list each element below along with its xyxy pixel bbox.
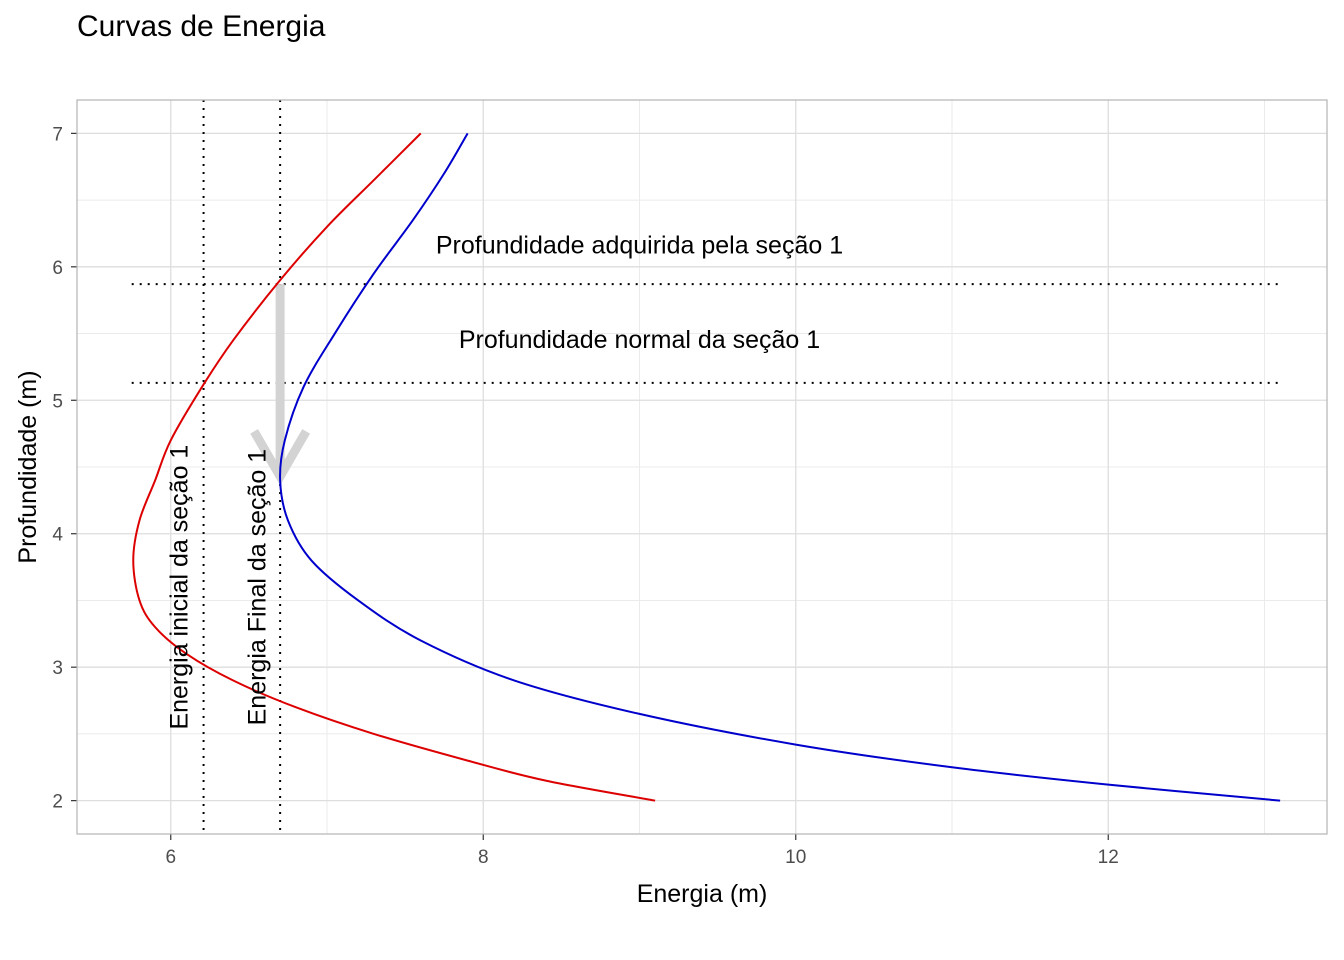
- vertical-annotation: Energia Final da seção 1: [244, 449, 272, 726]
- y-tick-label: 5: [52, 391, 63, 412]
- horizontal-annotation: Profundidade normal da seção 1: [459, 326, 820, 354]
- y-tick-label: 2: [52, 792, 63, 813]
- y-tick-label: 6: [52, 258, 63, 279]
- x-tick-label: 6: [165, 847, 176, 868]
- energy-curve-line: [132, 132, 656, 802]
- annotations: Profundidade adquirida pela seção 1 Profu…: [166, 231, 844, 729]
- grid: [77, 100, 1327, 834]
- y-tick-label: 7: [52, 124, 63, 145]
- chart-title: Curvas de Energia: [77, 10, 326, 43]
- depth-change-arrow: [250, 284, 311, 486]
- energy-series: [132, 132, 1281, 802]
- vertical-annotation: Energia inicial da seção 1: [166, 445, 194, 730]
- x-tick-label: 10: [785, 847, 806, 868]
- y-tick-label: 4: [52, 525, 63, 546]
- x-tick-label: 12: [1098, 847, 1119, 868]
- axis-ticks: 6 8 10 12 2 3 4 5 6 7: [52, 124, 1118, 868]
- x-tick-label: 8: [478, 847, 489, 868]
- y-tick-label: 3: [52, 658, 63, 679]
- energy-curve-line: [279, 132, 1281, 802]
- x-axis-title: Energia (m): [637, 880, 768, 908]
- y-axis-title: Profundidade (m): [14, 370, 42, 563]
- horizontal-annotation: Profundidade adquirida pela seção 1: [436, 231, 843, 259]
- panel-border: [76, 99, 1328, 835]
